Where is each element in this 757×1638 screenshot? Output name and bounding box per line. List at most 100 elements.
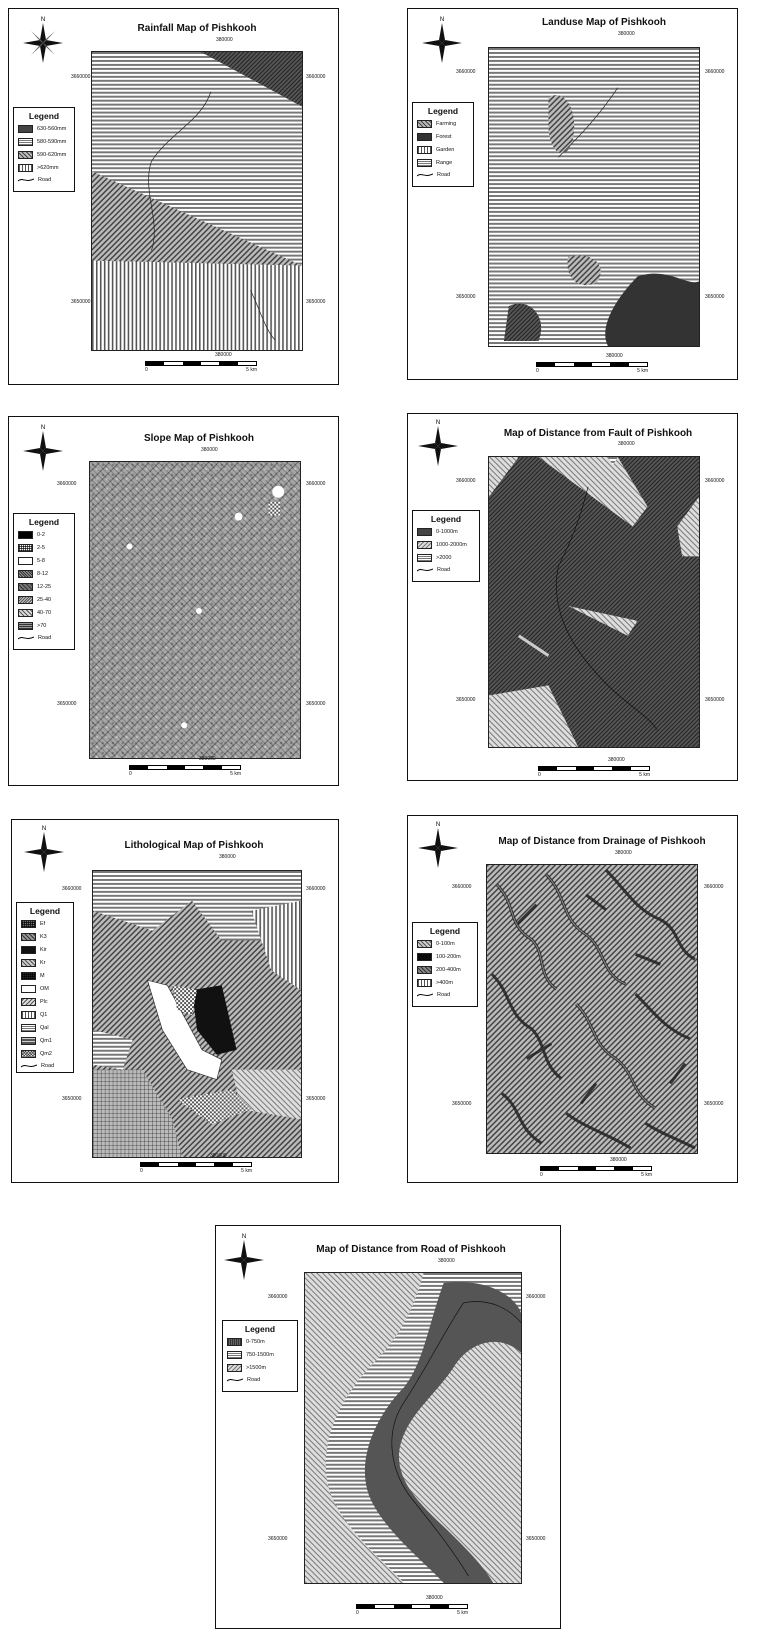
legend-item: 8-12 bbox=[18, 570, 70, 578]
y-coord-top-left: 3660000 bbox=[452, 884, 472, 890]
swatch bbox=[21, 972, 36, 980]
swatch bbox=[21, 1037, 36, 1045]
north-label: N bbox=[41, 17, 45, 23]
legend-title: Legend bbox=[29, 906, 61, 916]
lithological-map-panel: N Lithological Map of Pishkooh 380000 36… bbox=[11, 819, 339, 1183]
legend-item: 580-590mm bbox=[18, 138, 70, 146]
legend: Legend 0-750m 750-1500m >1500m Road bbox=[222, 1320, 298, 1392]
swatch bbox=[21, 1024, 36, 1032]
swatch bbox=[18, 583, 33, 591]
north-arrow-icon: N bbox=[420, 15, 464, 63]
x-coord-top: 380000 bbox=[618, 441, 635, 447]
y-coord-top-left: 3660000 bbox=[57, 481, 77, 487]
x-coord-bottom: 380000 bbox=[199, 756, 216, 762]
x-coord-top: 380000 bbox=[219, 854, 236, 860]
scale-zero: 0 bbox=[356, 1610, 359, 1616]
road-distance-map-panel: N Map of Distance from Road of Pishkooh … bbox=[215, 1225, 561, 1629]
legend-item: 0-2 bbox=[18, 531, 70, 539]
map-title: Slope Map of Pishkooh bbox=[143, 433, 254, 444]
scale-end: 5 km bbox=[641, 1172, 652, 1178]
map-title: Map of Distance from Fault of Pishkooh bbox=[503, 428, 693, 439]
north-arrow-icon: N bbox=[222, 1232, 266, 1280]
legend-item: Q1 bbox=[21, 1011, 69, 1019]
legend-item: 1000-2000m bbox=[417, 541, 475, 549]
swatch bbox=[417, 554, 432, 562]
legend-item: M bbox=[21, 972, 69, 980]
swatch bbox=[417, 541, 432, 549]
x-coord-top: 380000 bbox=[216, 37, 233, 43]
north-arrow-icon: N bbox=[21, 15, 65, 63]
legend-item: >2000 bbox=[417, 554, 475, 562]
swatch bbox=[18, 557, 33, 565]
map-title: Map of Distance from Road of Pishkooh bbox=[316, 1244, 506, 1255]
y-coord-bottom-left: 3650000 bbox=[62, 1096, 82, 1102]
y-coord-top-right: 3660000 bbox=[306, 481, 326, 487]
scale-end: 5 km bbox=[457, 1610, 468, 1616]
fault-distance-map-panel: N Map of Distance from Fault of Pishkooh… bbox=[407, 413, 738, 781]
y-coord-top-right: 3660000 bbox=[705, 69, 725, 75]
north-arrow-icon: N bbox=[416, 418, 460, 466]
scale-zero: 0 bbox=[536, 368, 539, 374]
map-frame bbox=[92, 870, 302, 1158]
x-coord-bottom: 380000 bbox=[610, 1157, 627, 1163]
north-label: N bbox=[436, 822, 440, 828]
y-coord-bottom-left: 3650000 bbox=[57, 701, 77, 707]
swatch bbox=[21, 1011, 36, 1019]
y-coord-top-left: 3660000 bbox=[456, 478, 476, 484]
swatch bbox=[21, 920, 36, 928]
scale-end: 5 km bbox=[241, 1168, 252, 1174]
swatch bbox=[417, 953, 432, 961]
y-coord-bottom-left: 3650000 bbox=[456, 294, 476, 300]
swatch bbox=[417, 159, 432, 167]
north-label: N bbox=[242, 1234, 246, 1240]
x-coord-top: 380000 bbox=[201, 447, 218, 453]
landuse-map-panel: N Landuse Map of Pishkooh 380000 3660000… bbox=[407, 8, 738, 380]
map-title: Map of Distance from Drainage of Pishkoo… bbox=[498, 836, 706, 847]
y-coord-bottom-right: 3650000 bbox=[306, 299, 326, 305]
legend-item: 630-560mm bbox=[18, 125, 70, 133]
map-frame bbox=[304, 1272, 522, 1584]
swatch bbox=[18, 164, 33, 172]
scale-end: 5 km bbox=[246, 367, 257, 373]
swatch bbox=[227, 1364, 242, 1372]
swatch bbox=[417, 966, 432, 974]
north-arrow-icon: N bbox=[22, 824, 66, 872]
y-coord-top-left: 3660000 bbox=[71, 74, 91, 80]
north-label: N bbox=[42, 826, 46, 832]
north-label: N bbox=[436, 420, 440, 426]
y-coord-bottom-right: 3650000 bbox=[704, 1101, 724, 1107]
y-coord-bottom-left: 3650000 bbox=[71, 299, 91, 305]
legend-item: 12-25 bbox=[18, 583, 70, 591]
swatch bbox=[417, 979, 432, 987]
y-coord-top-right: 3660000 bbox=[705, 478, 725, 484]
legend-item-road: Road bbox=[417, 567, 475, 573]
map-frame bbox=[486, 864, 698, 1154]
x-coord-bottom: 380000 bbox=[606, 353, 623, 359]
legend-item: Forest bbox=[417, 133, 469, 141]
swatch bbox=[227, 1351, 242, 1359]
swatch bbox=[21, 998, 36, 1006]
swatch bbox=[21, 933, 36, 941]
y-coord-bottom-right: 3650000 bbox=[705, 294, 725, 300]
legend: Legend 0-2 2-5 5-8 8-12 12-25 25-40 40-7… bbox=[13, 513, 75, 650]
swatch bbox=[417, 133, 432, 141]
swatch bbox=[417, 120, 432, 128]
legend-item-road: Road bbox=[18, 635, 70, 641]
swatch bbox=[21, 946, 36, 954]
scale-zero: 0 bbox=[538, 772, 541, 778]
legend: Legend 0-1000m 1000-2000m >2000 Road bbox=[412, 510, 480, 582]
swatch bbox=[417, 146, 432, 154]
swatch bbox=[18, 544, 33, 552]
legend-item: 5-8 bbox=[18, 557, 70, 565]
legend: Legend Farming Forest Garden Range Road bbox=[412, 102, 474, 187]
y-coord-top-left: 3660000 bbox=[268, 1294, 288, 1300]
swatch bbox=[227, 1338, 242, 1346]
y-coord-bottom-left: 3650000 bbox=[456, 697, 476, 703]
legend-item: 100-200m bbox=[417, 953, 473, 961]
scale-bar: 380000 0 5 km bbox=[140, 1153, 252, 1174]
x-coord-bottom: 380000 bbox=[608, 757, 625, 763]
legend-item: Range bbox=[417, 159, 469, 167]
map-frame bbox=[488, 47, 700, 347]
legend-item: Ef bbox=[21, 920, 69, 928]
map-frame bbox=[89, 461, 301, 759]
